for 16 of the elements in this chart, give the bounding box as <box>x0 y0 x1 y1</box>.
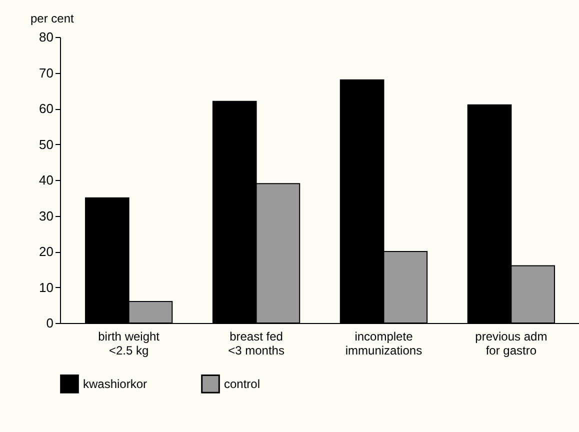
y-tick-label: 30 <box>39 208 54 224</box>
x-tick-label: birth weight <2.5 kg <box>98 330 160 358</box>
y-tick-label: 80 <box>39 30 54 44</box>
x-tick-label: incomplete immunizations <box>345 330 422 358</box>
x-tick-label: previous adm for gastro <box>475 330 548 358</box>
y-tick-label: 10 <box>39 280 54 295</box>
y-tick-label: 50 <box>39 136 54 152</box>
y-tick-label: 20 <box>39 244 54 259</box>
legend-label: control <box>224 376 260 391</box>
x-tick-label: breast fed <3 months <box>228 330 284 358</box>
legend-label: kwashiorkor <box>83 376 148 391</box>
y-tick-label: 0 <box>46 316 54 330</box>
y-axis-title: per cent <box>30 12 75 26</box>
y-tick-label: 70 <box>39 65 54 80</box>
y-tick-label: 60 <box>39 101 54 116</box>
y-tick-label: 40 <box>39 172 54 188</box>
